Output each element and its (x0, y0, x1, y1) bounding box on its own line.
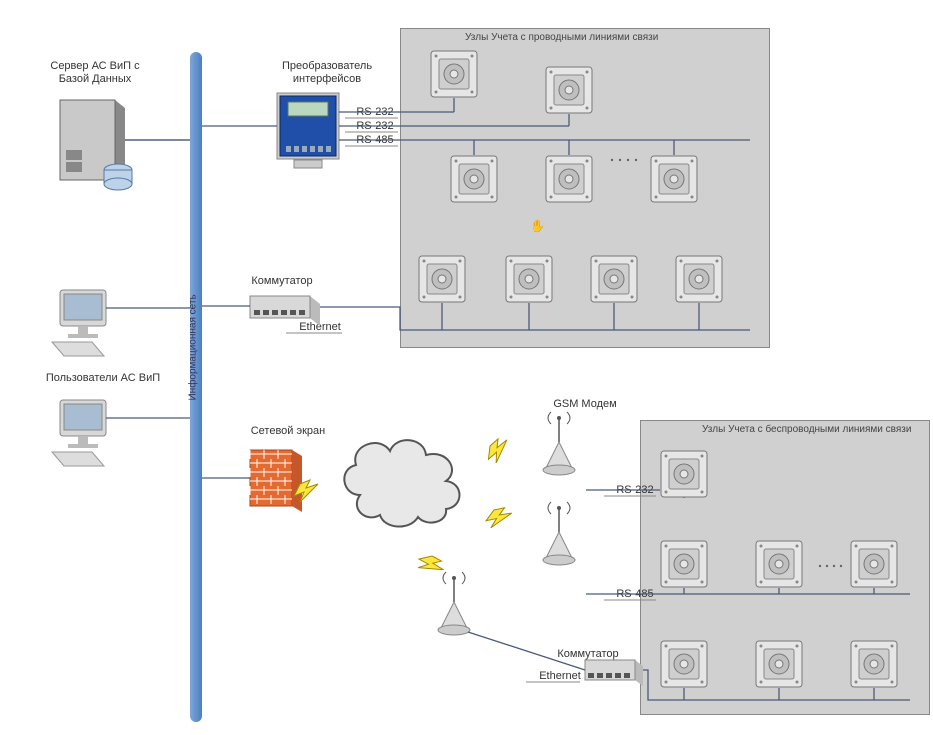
diagram-overlay: ✋ (0, 0, 933, 735)
network-diagram: { "type": "network-diagram", "background… (0, 0, 933, 735)
meter-icon (660, 540, 708, 588)
meter-icon (505, 255, 553, 303)
svg-text:✋: ✋ (530, 219, 545, 233)
meter-icon (850, 640, 898, 688)
meter-icon (755, 640, 803, 688)
meter-icon (450, 155, 498, 203)
meter-icon (590, 255, 638, 303)
meter-icon (675, 255, 723, 303)
meter-icon (850, 540, 898, 588)
meter-icon (545, 155, 593, 203)
meter-icon (418, 255, 466, 303)
meter-icon (430, 50, 478, 98)
meter-icon (650, 155, 698, 203)
meter-icon (660, 450, 708, 498)
meter-icon (545, 66, 593, 114)
meter-icon (660, 640, 708, 688)
meter-icon (755, 540, 803, 588)
